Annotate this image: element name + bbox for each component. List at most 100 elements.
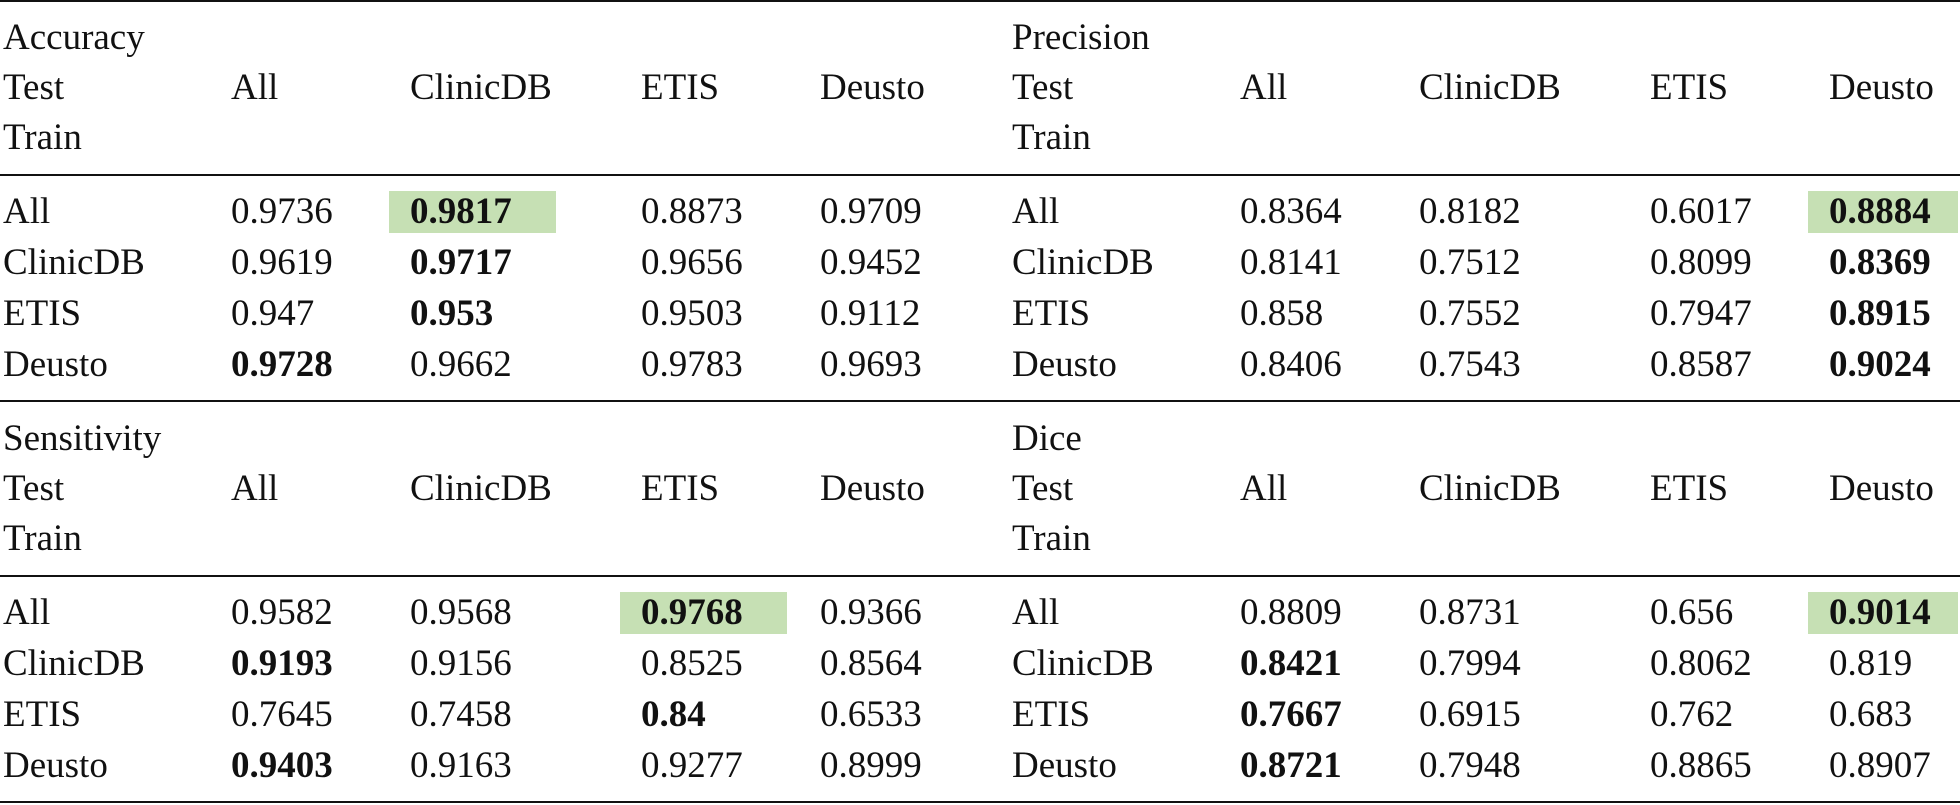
cell-value: 0.9728 <box>231 344 333 385</box>
cell-value: 0.7947 <box>1650 293 1752 334</box>
column-header: All <box>231 468 279 509</box>
cell-value: 0.953 <box>410 293 494 334</box>
cell-value: 0.6017 <box>1650 191 1752 232</box>
metric-label: Precision <box>1012 17 1150 58</box>
row-label: ClinicDB <box>3 643 145 684</box>
cell-value: 0.9582 <box>231 592 333 633</box>
cell-value: 0.8999 <box>820 745 922 786</box>
cell-value: 0.9693 <box>820 344 922 385</box>
cell-value: 0.9503 <box>641 293 743 334</box>
metric-label: Sensitivity <box>3 418 162 459</box>
cell-value: 0.8731 <box>1419 592 1521 633</box>
cell-value: 0.683 <box>1829 694 1913 735</box>
row-label: All <box>1012 191 1060 232</box>
row-label: ClinicDB <box>3 242 145 283</box>
row-label: ClinicDB <box>1012 242 1154 283</box>
highlight <box>389 191 556 233</box>
cell-value: 0.9709 <box>820 191 922 232</box>
cell-value: 0.9163 <box>410 745 512 786</box>
train-label: Train <box>1012 117 1091 158</box>
cell-value: 0.6533 <box>820 694 922 735</box>
train-label: Train <box>1012 518 1091 559</box>
cell-value: 0.819 <box>1829 643 1913 684</box>
row-label: Deusto <box>1012 745 1117 786</box>
row-label: Deusto <box>3 745 108 786</box>
cell-value: 0.947 <box>231 293 315 334</box>
cell-value: 0.9366 <box>820 592 922 633</box>
cell-value: 0.8406 <box>1240 344 1342 385</box>
cell-value: 0.7994 <box>1419 643 1521 684</box>
rule <box>0 575 1960 577</box>
cell-value: 0.9112 <box>820 293 921 334</box>
column-header: ClinicDB <box>410 67 552 108</box>
cell-value: 0.9817 <box>410 191 512 232</box>
test-label: Test <box>1012 468 1074 509</box>
cell-value: 0.8721 <box>1240 745 1342 786</box>
cell-value: 0.9452 <box>820 242 922 283</box>
train-label: Train <box>3 117 82 158</box>
cell-value: 0.8364 <box>1240 191 1342 232</box>
cell-value: 0.858 <box>1240 293 1324 334</box>
cell-value: 0.7512 <box>1419 242 1521 283</box>
cell-value: 0.8865 <box>1650 745 1752 786</box>
train-label: Train <box>3 518 82 559</box>
metric-label: Accuracy <box>3 17 145 58</box>
cell-value: 0.8062 <box>1650 643 1752 684</box>
cell-value: 0.8369 <box>1829 242 1931 283</box>
column-header: Deusto <box>1829 67 1934 108</box>
row-label: ETIS <box>1012 694 1091 735</box>
cell-value: 0.7667 <box>1240 694 1342 735</box>
cell-value: 0.7543 <box>1419 344 1521 385</box>
row-label: Deusto <box>1012 344 1117 385</box>
cell-value: 0.8873 <box>641 191 743 232</box>
column-header: ETIS <box>641 67 720 108</box>
column-header: ClinicDB <box>1419 67 1561 108</box>
row-label: ETIS <box>3 694 82 735</box>
cell-value: 0.7458 <box>410 694 512 735</box>
cell-value: 0.9568 <box>410 592 512 633</box>
column-header: All <box>231 67 279 108</box>
test-label: Test <box>3 468 65 509</box>
cell-value: 0.8907 <box>1829 745 1931 786</box>
cell-value: 0.8182 <box>1419 191 1521 232</box>
cell-value: 0.9619 <box>231 242 333 283</box>
row-label: All <box>3 592 51 633</box>
column-header: Deusto <box>820 468 925 509</box>
cell-value: 0.7645 <box>231 694 333 735</box>
cell-value: 0.7948 <box>1419 745 1521 786</box>
cell-value: 0.9736 <box>231 191 333 232</box>
cell-value: 0.9403 <box>231 745 333 786</box>
row-label: ClinicDB <box>1012 643 1154 684</box>
cell-value: 0.8587 <box>1650 344 1752 385</box>
cell-value: 0.7552 <box>1419 293 1521 334</box>
column-header: Deusto <box>1829 468 1934 509</box>
cell-value: 0.8884 <box>1829 191 1931 232</box>
column-header: Deusto <box>820 67 925 108</box>
cell-value: 0.9717 <box>410 242 512 283</box>
row-label: ETIS <box>1012 293 1091 334</box>
cell-value: 0.6915 <box>1419 694 1521 735</box>
metric-label: Dice <box>1012 418 1082 459</box>
row-label: Deusto <box>3 344 108 385</box>
cell-value: 0.8421 <box>1240 643 1342 684</box>
cell-value: 0.8141 <box>1240 242 1342 283</box>
cell-value: 0.656 <box>1650 592 1734 633</box>
cell-value: 0.8915 <box>1829 293 1931 334</box>
column-header: ClinicDB <box>1419 468 1561 509</box>
cell-value: 0.9783 <box>641 344 743 385</box>
cell-value: 0.9277 <box>641 745 743 786</box>
cell-value: 0.9662 <box>410 344 512 385</box>
column-header: ETIS <box>1650 67 1729 108</box>
column-header: All <box>1240 468 1288 509</box>
row-label: All <box>1012 592 1060 633</box>
rule <box>0 0 1960 2</box>
cell-value: 0.9656 <box>641 242 743 283</box>
cell-value: 0.9156 <box>410 643 512 684</box>
test-label: Test <box>1012 67 1074 108</box>
rule <box>0 801 1960 803</box>
cell-value: 0.8099 <box>1650 242 1752 283</box>
cell-value: 0.762 <box>1650 694 1734 735</box>
test-label: Test <box>3 67 65 108</box>
column-header: ClinicDB <box>410 468 552 509</box>
